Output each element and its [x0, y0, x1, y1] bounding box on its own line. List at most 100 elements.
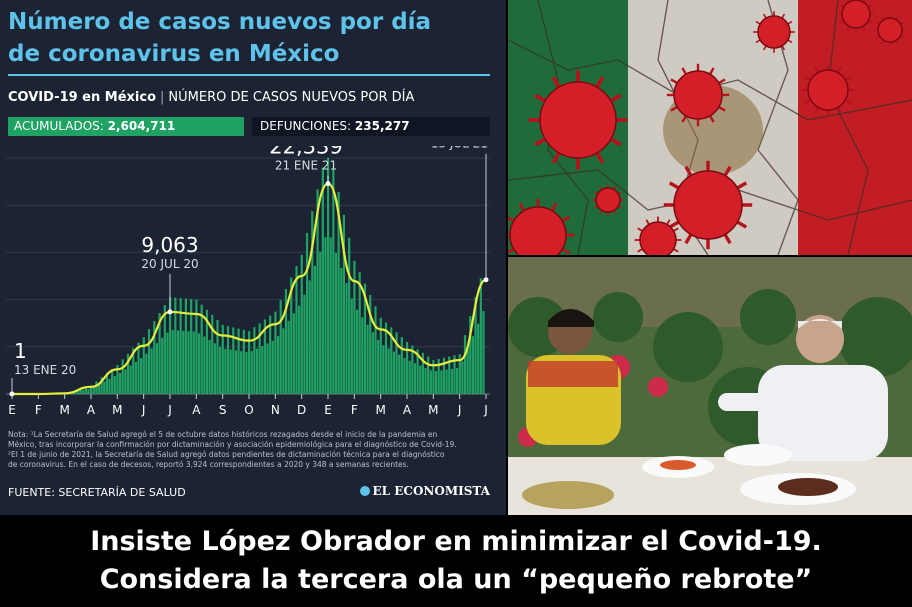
chart-bar	[100, 377, 103, 394]
chart-bar	[419, 365, 422, 394]
flag-red-stripe	[798, 0, 912, 255]
chart-bar	[200, 304, 203, 394]
chart-bar	[134, 361, 137, 394]
chart-bar	[253, 327, 256, 394]
chart-note: Nota: ¹La Secretaría de Salud agregó el …	[8, 430, 498, 470]
meeting-photo	[508, 257, 912, 515]
x-tick-label: M	[112, 403, 122, 417]
chart-bar	[155, 343, 159, 394]
chart-bar	[411, 345, 414, 394]
chart-bar	[266, 343, 269, 394]
chart-bar	[126, 353, 130, 394]
chart-subtitle: COVID-19 en México | NÚMERO DE CASOS NUEVO…	[8, 90, 414, 105]
chart-bar	[140, 358, 143, 394]
chart-bar	[113, 376, 116, 394]
chart-bar	[479, 278, 482, 394]
annotation-dot	[167, 309, 173, 315]
chart-bar	[390, 327, 393, 394]
chart-bar	[292, 313, 295, 394]
chart-bar	[174, 297, 177, 394]
chart-bar	[477, 323, 480, 394]
chart-bar	[282, 328, 285, 394]
chart-bar	[319, 251, 322, 394]
chart-bar	[329, 237, 332, 394]
chart-bar	[84, 387, 87, 394]
chart-bar	[398, 354, 401, 394]
chart-bar	[158, 313, 161, 394]
annotation-value: 9,063	[141, 233, 198, 257]
chart-bar	[453, 355, 456, 394]
chart-bar	[213, 343, 216, 394]
chart-bar	[348, 237, 351, 394]
chart-bar	[324, 237, 327, 394]
brand-logo: EL ECONOMISTA	[359, 484, 490, 498]
chart-bar	[150, 348, 153, 394]
annotation-dot	[483, 277, 489, 283]
chart-bar	[221, 324, 224, 394]
chart-bar	[305, 232, 309, 394]
chart-bar	[432, 360, 435, 394]
chart-bar	[471, 336, 475, 394]
chart-bar	[182, 330, 185, 394]
chart-bar	[208, 339, 211, 394]
chart-bar	[392, 351, 396, 394]
trend-line	[11, 182, 487, 396]
chart-bar	[187, 331, 190, 394]
chart-bar	[461, 361, 464, 394]
chart-bar	[211, 314, 214, 394]
chart-bar	[255, 348, 259, 394]
chart-bar	[169, 297, 172, 394]
accumulated-value: 2,604,711	[107, 119, 176, 133]
x-tick-label: S	[219, 403, 227, 417]
chart-bar	[482, 311, 485, 394]
x-tick-label: A	[192, 403, 201, 417]
chart-bar	[413, 363, 417, 394]
chart-bar	[137, 342, 140, 394]
virus-icon	[837, 0, 875, 33]
accumulated-label: ACUMULADOS:	[14, 119, 104, 133]
chart-bar	[274, 311, 277, 394]
x-tick-label: M	[59, 403, 69, 417]
x-tick-label: J	[141, 403, 146, 417]
chart-bar	[216, 319, 219, 394]
brand-mark-icon	[359, 486, 370, 496]
virus-icon	[634, 216, 682, 255]
caption-line-2: Considera la tercera ola un “pequeño reb…	[99, 564, 813, 595]
x-tick-label: J	[483, 403, 488, 417]
virus-icon	[874, 14, 906, 46]
infographic-title: Número de casos nuevos por día de corona…	[8, 6, 498, 70]
note-line-1: Nota: ¹La Secretaría de Salud agregó el …	[8, 430, 438, 439]
chart-bar	[298, 305, 301, 394]
chart-bar	[179, 298, 182, 394]
brand-name: EL ECONOMISTA	[372, 484, 490, 498]
chart-bar	[474, 297, 477, 394]
note-line-2: México, tras incorporar la confirmación …	[8, 440, 457, 449]
source-label: FUENTE: SECRETARÍA DE SALUD	[8, 486, 186, 499]
chart-bar	[118, 372, 122, 394]
deaths-value: 235,277	[354, 119, 410, 133]
chart-bar	[232, 327, 235, 394]
chart-bar	[316, 189, 319, 394]
chart-bar	[403, 357, 406, 394]
chart-bar	[355, 309, 359, 394]
x-tick-label: M	[375, 403, 385, 417]
chart-bar	[92, 387, 95, 394]
infographic-panel: Número de casos nuevos por día de corona…	[0, 0, 506, 515]
annotation-date: 21 ENE 21	[275, 159, 337, 173]
virus-icon	[528, 70, 628, 170]
chart-bar	[203, 336, 206, 394]
chart-bar	[469, 316, 472, 394]
chart-bar	[87, 388, 90, 394]
x-tick-label: N	[271, 403, 280, 417]
chart-bar	[153, 321, 156, 394]
chart-bar	[116, 364, 119, 394]
chart-bar	[279, 300, 282, 394]
chart-bar	[387, 348, 390, 394]
chart-bar	[82, 389, 85, 394]
chart-bar	[366, 324, 369, 394]
chart-bar	[142, 337, 145, 394]
chart-bar	[445, 369, 448, 394]
chart-bar	[129, 365, 132, 394]
